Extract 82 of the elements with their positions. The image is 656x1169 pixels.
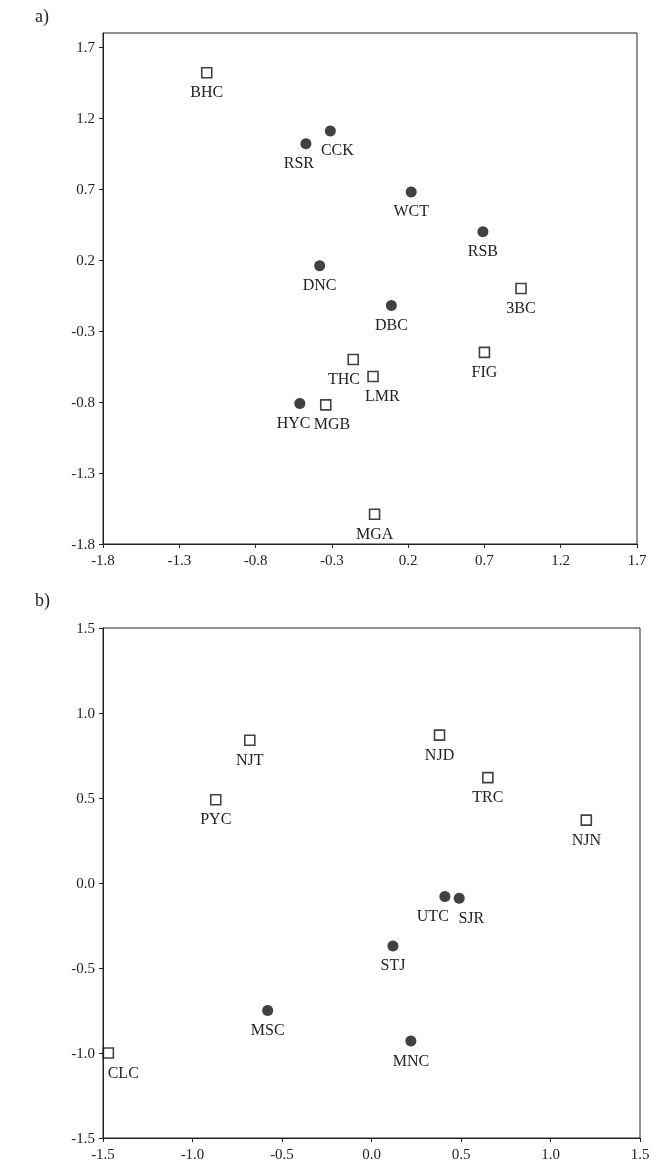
y-tick-label: 1.7 — [76, 39, 96, 56]
annotation: DNC — [302, 276, 337, 294]
point — [439, 891, 451, 903]
point — [515, 282, 527, 295]
point — [262, 1005, 274, 1016]
point — [243, 734, 256, 746]
annotation: RSR — [283, 154, 315, 172]
point — [433, 729, 446, 741]
point — [200, 66, 213, 79]
y-tick-label: -0.5 — [71, 960, 95, 976]
annotation: UTC — [416, 907, 449, 925]
x-tick-label: 0.0 — [362, 1145, 381, 1162]
x-tick-label: 1.0 — [541, 1145, 560, 1162]
point — [477, 226, 489, 238]
point — [453, 892, 465, 904]
x-tick-label: -1.8 — [91, 551, 115, 568]
x-tick-label: 0.2 — [398, 551, 418, 568]
annotation: PYC — [200, 810, 232, 828]
x-tick-label: 1.5 — [630, 1145, 650, 1162]
point — [209, 793, 222, 806]
y-tick-label: -1.8 — [71, 536, 95, 552]
point — [405, 186, 417, 198]
point — [347, 353, 360, 366]
x-tick-label: 0.5 — [451, 1145, 471, 1162]
point — [385, 300, 397, 312]
annotation: RSB — [467, 242, 499, 260]
point — [294, 397, 306, 409]
annotation: SJR — [458, 908, 485, 926]
point — [368, 508, 381, 520]
x-tick-label: 0.7 — [475, 551, 495, 568]
point — [324, 125, 336, 137]
chart-title: b) — [35, 590, 50, 611]
y-tick-label: 0.5 — [76, 790, 95, 806]
y-tick-label: -0.3 — [71, 323, 95, 340]
y-tick-label: -1.3 — [71, 465, 95, 482]
y-tick-label: -1.5 — [71, 1130, 95, 1146]
annotation: NJT — [236, 750, 264, 768]
annotation: STJ — [380, 956, 406, 974]
y-tick-label: 1.2 — [76, 110, 95, 127]
annotation: MGB — [313, 415, 351, 433]
point — [102, 1047, 115, 1059]
y-tick-label: -1.0 — [71, 1045, 95, 1061]
y-tick-label: 0.7 — [76, 181, 96, 198]
x-tick-label: -0.8 — [243, 551, 268, 568]
annotation: MSC — [250, 1021, 285, 1038]
annotation: FIG — [471, 362, 498, 380]
annotation: LMR — [365, 387, 401, 405]
chart-title: a) — [35, 6, 49, 27]
annotation: 3BC — [506, 299, 536, 316]
y-tick-label: 1.0 — [76, 705, 95, 721]
x-tick-label: -1.5 — [91, 1145, 115, 1162]
y-tick-label: 0.2 — [76, 252, 95, 269]
y-tick-label: -0.8 — [71, 394, 95, 411]
x-tick-label: -1.3 — [167, 551, 192, 568]
annotation: MGA — [355, 524, 394, 542]
annotation: WCT — [393, 202, 430, 220]
annotation: BHC — [190, 83, 224, 101]
point — [482, 771, 494, 784]
x-tick-label: 1.7 — [627, 551, 647, 568]
point — [387, 940, 399, 952]
point — [300, 138, 312, 150]
annotation: MNC — [392, 1051, 430, 1069]
x-tick-label: -0.3 — [319, 551, 344, 568]
point — [314, 260, 326, 272]
annotation: CCK — [320, 141, 355, 159]
point — [367, 370, 379, 383]
annotation: THC — [327, 369, 360, 387]
point — [580, 814, 593, 826]
x-tick-label: -0.5 — [270, 1145, 294, 1162]
annotation: TRC — [472, 788, 504, 806]
y-tick-label: 0.0 — [76, 875, 95, 891]
annotation: CLC — [107, 1063, 139, 1081]
annotation: HYC — [276, 413, 311, 431]
point — [405, 1035, 417, 1047]
annotation: DBC — [374, 316, 408, 334]
annotation: NJD — [424, 745, 455, 763]
annotation: NJN — [571, 830, 602, 848]
x-tick-label: -1.0 — [180, 1145, 205, 1162]
y-tick-label: 1.5 — [76, 620, 95, 636]
point — [478, 346, 491, 359]
x-tick-label: 1.2 — [551, 551, 571, 568]
point — [319, 399, 332, 411]
